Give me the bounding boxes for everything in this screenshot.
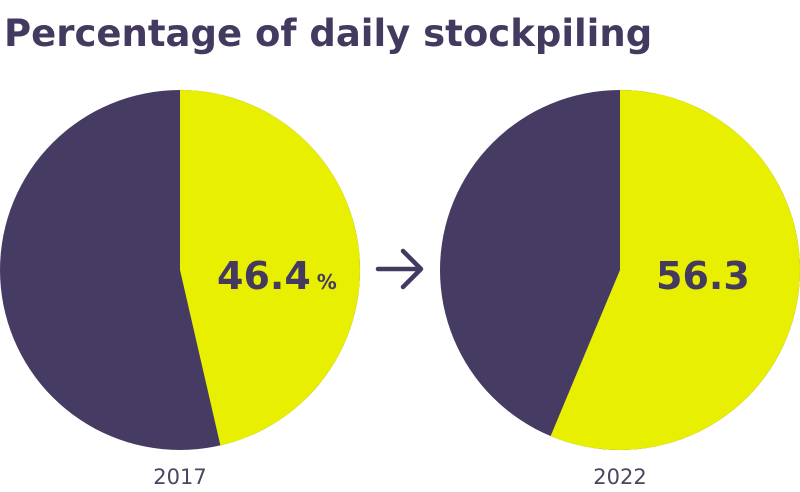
pie-2017-year-label: 2017 — [153, 465, 206, 489]
pie-2022-value-slice — [550, 90, 800, 450]
pie-2022-year-label: 2022 — [593, 465, 646, 489]
right-arrow-icon — [375, 248, 424, 290]
pie-2017-unit: % — [317, 270, 337, 294]
pie-2017-value-label: 46.4% — [217, 254, 337, 298]
pie-2017: 46.4% 2017 — [0, 90, 360, 489]
pie-2022: 56.3 2022 — [440, 90, 800, 489]
pie-2017-value-slice — [180, 90, 360, 446]
pie-2022-value: 56.3 — [656, 254, 750, 298]
chart-title: Percentage of daily stockpiling — [4, 12, 652, 55]
pie-2022-value-label: 56.3 — [656, 254, 750, 298]
pie-2017-value: 46.4 — [217, 254, 311, 298]
